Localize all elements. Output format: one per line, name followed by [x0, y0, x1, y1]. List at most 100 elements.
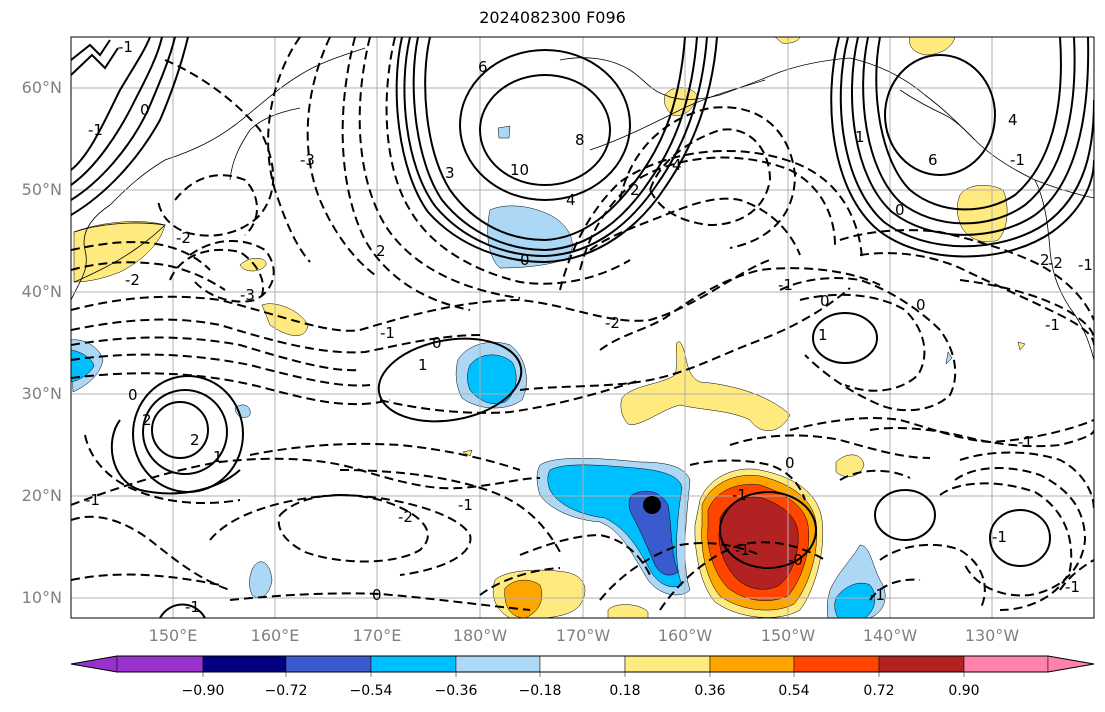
lat-label: 50°N [21, 180, 62, 199]
colorbar-segment [624, 655, 711, 673]
shade-yellow-kamchatka [73, 221, 166, 283]
lat-label: 10°N [21, 588, 62, 607]
contour-label: -0 [788, 551, 803, 569]
colorbar-segment [793, 655, 880, 673]
colorbar [70, 655, 1095, 677]
map-area: 6 8 10 4 4 0 2 -2 -3 -3 3 -1 0 -2 -1 -2 … [71, 37, 1094, 618]
colorbar-tick-label: −0.36 [434, 683, 478, 699]
contour-label: 8 [575, 131, 585, 149]
contour-label: -1 [1018, 433, 1033, 451]
lon-label: 160°E [250, 626, 300, 645]
lon-label: 150°E [148, 626, 198, 645]
contour-label: 0 [520, 251, 530, 269]
colorbar-segment [202, 655, 287, 673]
gridlines [71, 37, 1094, 618]
contour-label: 2 [630, 181, 640, 199]
contour-label: -1 [1065, 578, 1080, 596]
shade-blue-hawaii-west-core [628, 490, 679, 576]
contour-label: 0 [372, 586, 382, 604]
coastlines [71, 47, 1094, 361]
shade-blue-tiny [945, 351, 953, 365]
contour-label: 3 [445, 164, 455, 182]
shade-blue-tiny [497, 125, 511, 139]
contour-label: 2 [1040, 251, 1050, 269]
colorbar-tick-label: −0.54 [349, 683, 393, 699]
contour-label: 6 [478, 58, 488, 76]
lon-label: 130°W [964, 626, 1020, 645]
contour-label: 4 [672, 156, 682, 174]
contour-label: -1 [870, 586, 885, 604]
contour-label: 4 [1008, 111, 1018, 129]
contour-label: -1 [732, 486, 747, 504]
shade-blue-small [234, 404, 251, 418]
lon-label: 140°W [862, 626, 918, 645]
contour-label: -3 [300, 151, 315, 169]
lat-label: 30°N [21, 384, 62, 403]
contour-label: -1 [380, 324, 395, 342]
contour-label: 10 [510, 161, 529, 179]
contour-label: -1 [88, 121, 103, 139]
contour-label: -2 [605, 314, 620, 332]
colorbar-tick-label: 0.18 [609, 683, 641, 699]
contour-label: -1 [1010, 151, 1025, 169]
contour-label: -1 [735, 541, 750, 559]
map-frame [70, 36, 1095, 619]
shade-yellow-tiny [1017, 341, 1026, 351]
contour-label: -2 [1048, 254, 1063, 272]
contour-label: 1 [213, 448, 223, 466]
contour-label: 0 [820, 292, 830, 310]
shade-yellow-alaska-top [909, 37, 956, 56]
contour-label: -1 [1045, 316, 1060, 334]
map-title: 2024082300 F096 [479, 8, 626, 27]
lat-label: 20°N [21, 486, 62, 505]
contour-label: -1 [778, 276, 793, 294]
contour-label: 0 [432, 334, 442, 352]
shade-blue-southeast-inner [834, 582, 876, 618]
contour-label: 2 [142, 411, 152, 429]
contour-label: -1 [118, 38, 133, 56]
shade-yellow-small [462, 449, 473, 457]
colorbar-segment [709, 655, 795, 673]
lat-label: 60°N [21, 78, 62, 97]
contour-label: -2 [176, 229, 191, 247]
contour-label: 0 [140, 101, 150, 119]
colorbar-segment [370, 655, 457, 673]
lon-label: 170°W [555, 626, 611, 645]
colorbar-tick-label: 0.72 [863, 683, 895, 699]
colorbar-segment [455, 655, 541, 673]
contour-label: 2 [190, 431, 200, 449]
colorbar-outline [70, 655, 1095, 673]
lon-label: 160°W [657, 626, 713, 645]
dashed-contours [71, 37, 1094, 611]
colorbar-segment [963, 655, 1049, 673]
shade-blue-small [249, 561, 273, 598]
lon-label: 170°E [352, 626, 402, 645]
location-marker [643, 496, 661, 514]
colorbar-segment [116, 655, 204, 673]
lat-label: 40°N [21, 282, 62, 301]
contour-label: -1 [458, 496, 473, 514]
contour-label: 0 [895, 201, 905, 219]
contour-label: -2 [398, 508, 413, 526]
lon-label: 150°W [760, 626, 816, 645]
contour-label: -1 [992, 528, 1007, 546]
shade-yellow-central [620, 341, 791, 431]
colorbar-tick-label: 0.54 [778, 683, 810, 699]
contour-label: -1 [1078, 256, 1093, 274]
colorbar-tick-label: −0.90 [181, 683, 225, 699]
contour-label: 4 [566, 191, 576, 209]
colorbar-tick-label: −0.18 [518, 683, 562, 699]
shade-yellow-alaska [957, 185, 1008, 243]
contour-labels: 6 8 10 4 4 0 2 -2 -3 -3 3 -1 0 -2 -1 -2 … [85, 38, 1093, 616]
contour-label: -3 [240, 286, 255, 304]
contour-label: 0 [916, 296, 926, 314]
contour-label: 0 [785, 454, 795, 472]
contour-label: 1 [855, 128, 865, 146]
colorbar-tick-label: 0.90 [948, 683, 980, 699]
colorbar-segment [878, 655, 965, 673]
colorbar-tick-label: −0.72 [264, 683, 308, 699]
contour-label: 1 [418, 356, 428, 374]
contour-label: 1 [818, 326, 828, 344]
